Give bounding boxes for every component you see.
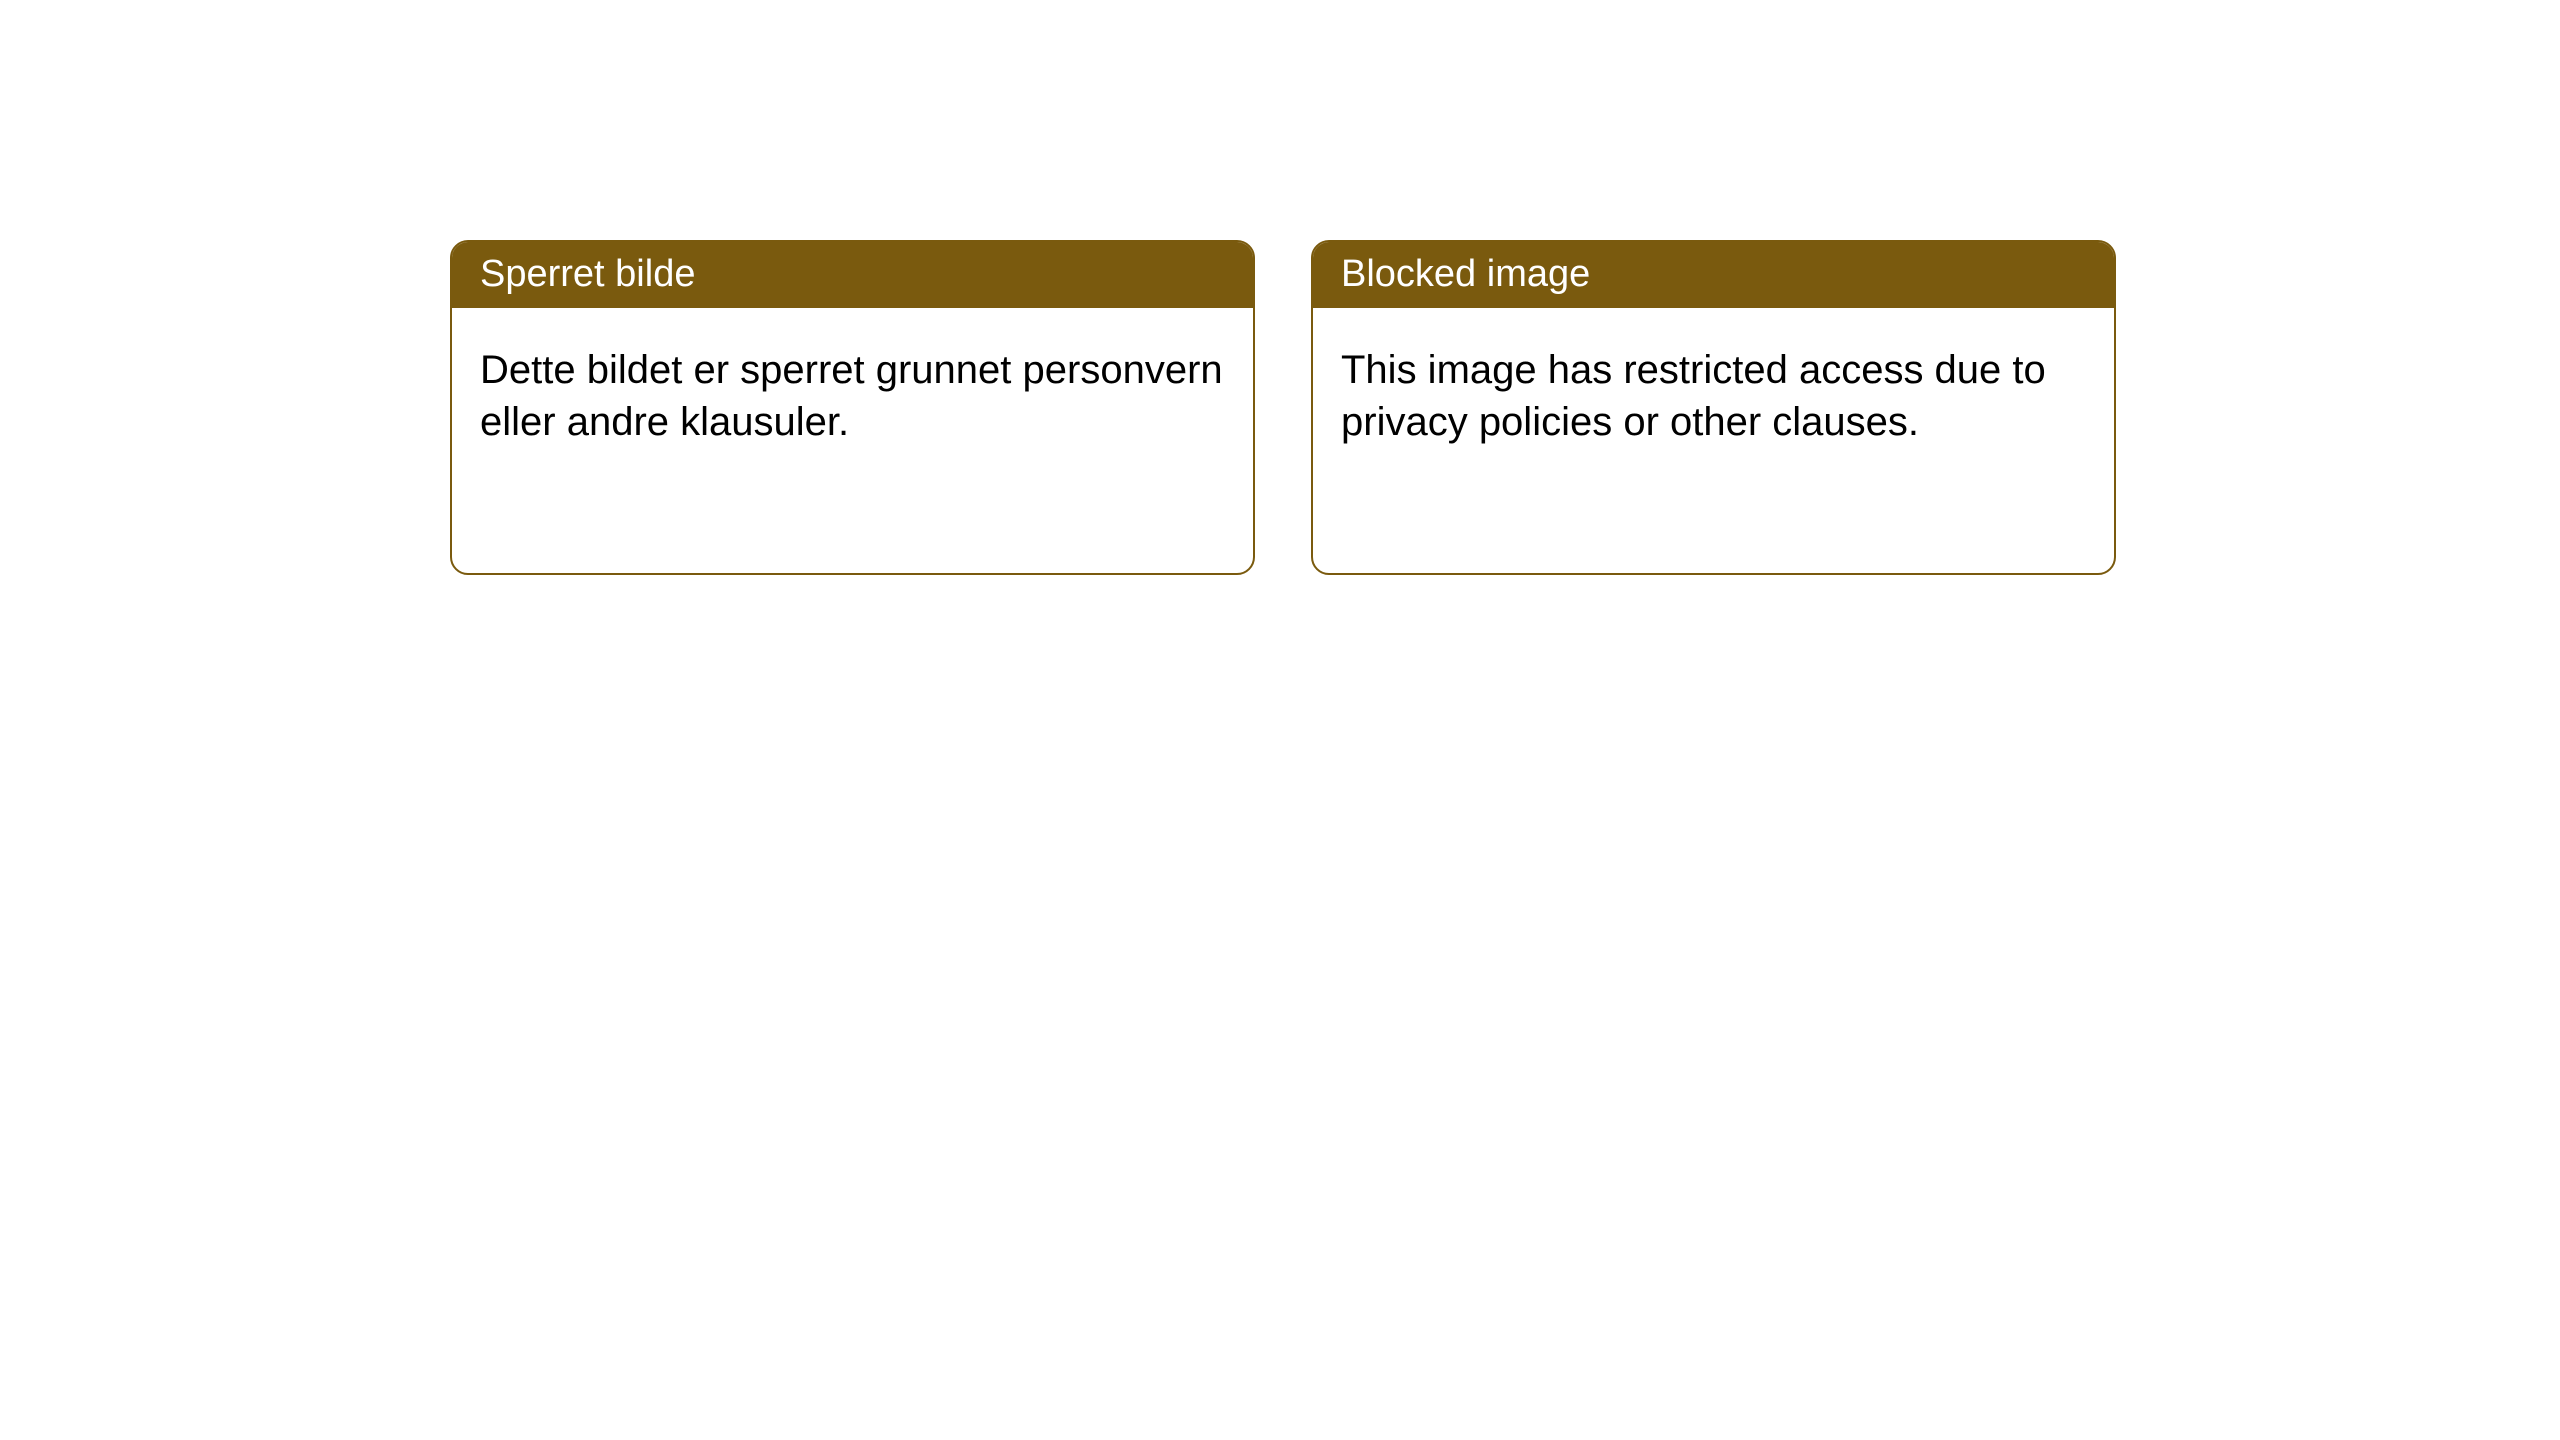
notice-title: Sperret bilde bbox=[480, 253, 695, 295]
notice-box-norwegian: Sperret bilde Dette bildet er sperret gr… bbox=[450, 240, 1255, 575]
notice-header: Blocked image bbox=[1313, 242, 2114, 308]
notice-body: This image has restricted access due to … bbox=[1313, 308, 2114, 484]
notice-body-text: Dette bildet er sperret grunnet personve… bbox=[480, 348, 1223, 444]
notice-body: Dette bildet er sperret grunnet personve… bbox=[452, 308, 1253, 484]
notice-title: Blocked image bbox=[1341, 253, 1590, 295]
notice-box-english: Blocked image This image has restricted … bbox=[1311, 240, 2116, 575]
notice-container: Sperret bilde Dette bildet er sperret gr… bbox=[0, 0, 2560, 575]
notice-body-text: This image has restricted access due to … bbox=[1341, 348, 2046, 444]
notice-header: Sperret bilde bbox=[452, 242, 1253, 308]
